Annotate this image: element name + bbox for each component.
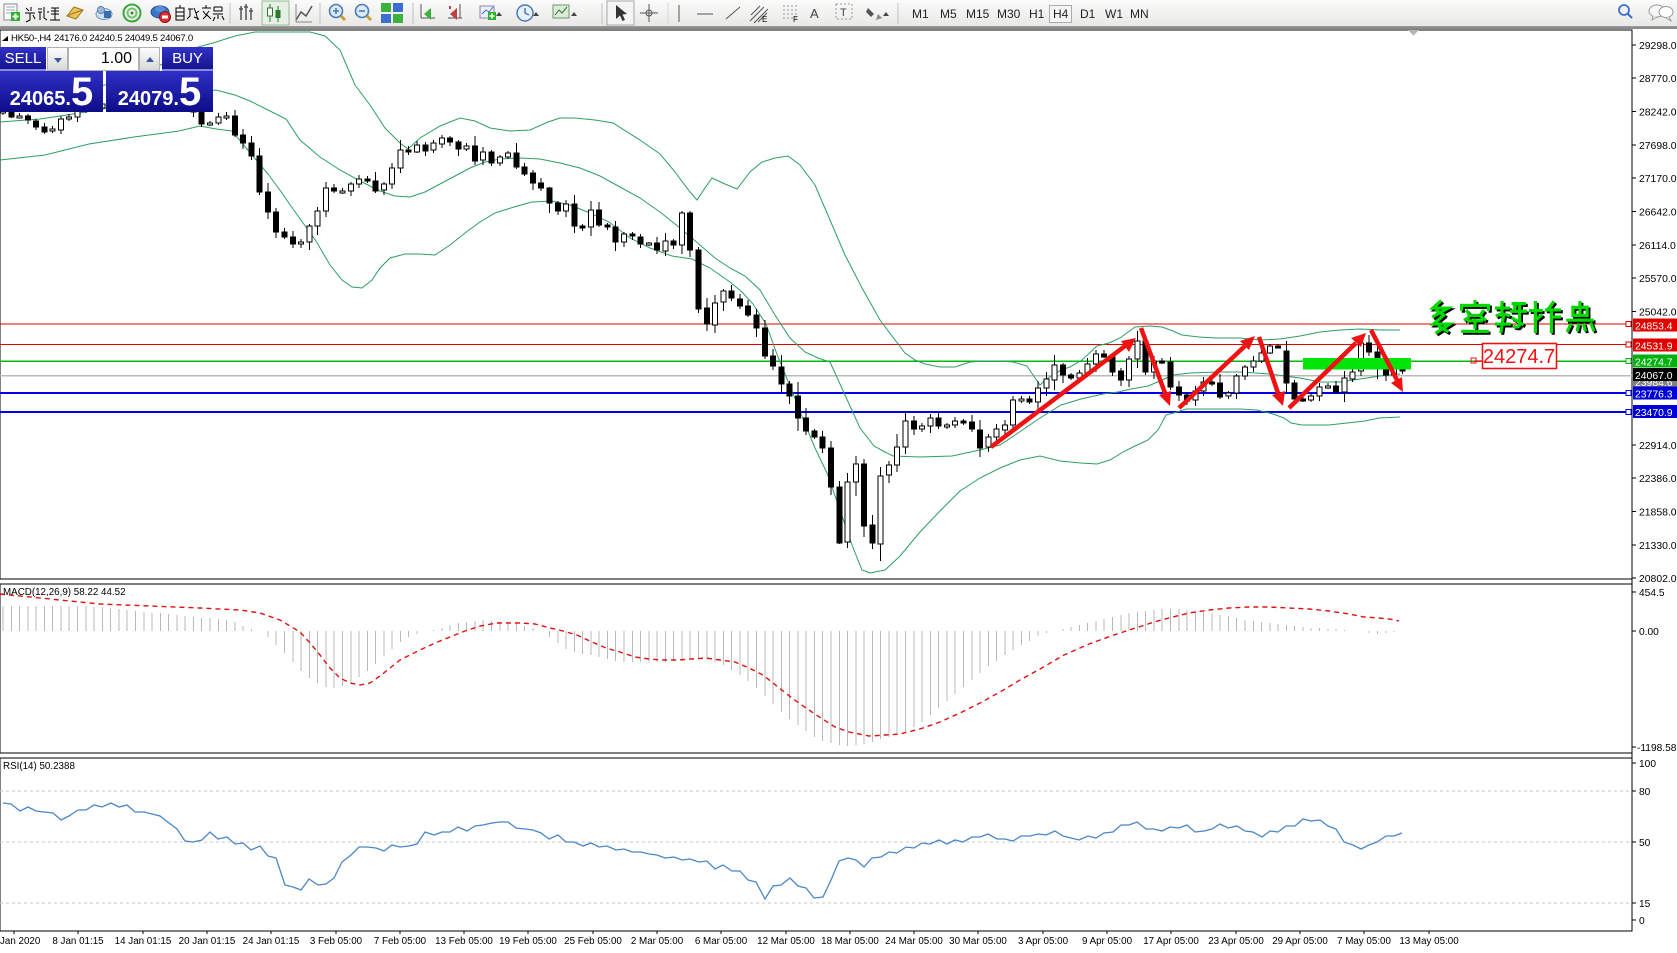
svg-text:24274.7: 24274.7	[1635, 358, 1673, 369]
svg-text:17 Apr 05:00: 17 Apr 05:00	[1143, 936, 1199, 947]
svg-text:20802.0: 20802.0	[1639, 574, 1677, 585]
svg-text:Jan 2020: Jan 2020	[0, 936, 41, 947]
svg-text:28242.0: 28242.0	[1639, 108, 1677, 119]
svg-text:22914.0: 22914.0	[1639, 441, 1677, 452]
svg-text:28770.0: 28770.0	[1639, 74, 1677, 85]
svg-text:30 Mar 05:00: 30 Mar 05:00	[949, 936, 1007, 947]
svg-text:E: E	[762, 15, 767, 24]
svg-text:0.00: 0.00	[1639, 627, 1659, 638]
svg-text:14 Jan 01:15: 14 Jan 01:15	[115, 936, 172, 947]
svg-text:-1198.58: -1198.58	[1637, 743, 1677, 754]
svg-text:8 Jan 01:15: 8 Jan 01:15	[52, 936, 104, 947]
svg-text:25570.0: 25570.0	[1639, 274, 1677, 285]
svg-text:19 Feb 05:00: 19 Feb 05:00	[499, 936, 557, 947]
svg-text:24067.0: 24067.0	[1635, 371, 1673, 382]
svg-text:24274.7: 24274.7	[1483, 346, 1555, 368]
svg-text:20 Jan 01:15: 20 Jan 01:15	[179, 936, 236, 947]
svg-text:23776.3: 23776.3	[1635, 390, 1673, 401]
svg-text:15: 15	[1639, 899, 1651, 910]
svg-text:21858.0: 21858.0	[1639, 508, 1677, 519]
svg-text:13 Feb 05:00: 13 Feb 05:00	[435, 936, 493, 947]
svg-text:24176.0 24240.5 24049.5 24067.: 24176.0 24240.5 24049.5 24067.0	[54, 33, 193, 44]
svg-text:27698.0: 27698.0	[1639, 141, 1677, 152]
svg-text:80: 80	[1639, 787, 1651, 798]
svg-text:50: 50	[1639, 838, 1651, 849]
svg-text:22386.0: 22386.0	[1639, 474, 1677, 485]
svg-text:26642.0: 26642.0	[1639, 208, 1677, 219]
svg-text:23 Apr 05:00: 23 Apr 05:00	[1208, 936, 1264, 947]
svg-text:29298.0: 29298.0	[1639, 41, 1677, 52]
svg-text:23984.6: 23984.6	[1635, 378, 1673, 389]
svg-text:RSI(14) 50.2388: RSI(14) 50.2388	[3, 761, 75, 772]
svg-text:12 Mar 05:00: 12 Mar 05:00	[757, 936, 815, 947]
svg-text:25 Feb 05:00: 25 Feb 05:00	[564, 936, 622, 947]
svg-text:7 May 05:00: 7 May 05:00	[1337, 936, 1391, 947]
svg-text:100: 100	[1639, 759, 1656, 770]
svg-text:MACD(12,26,9) 58.22 44.52: MACD(12,26,9) 58.22 44.52	[3, 587, 126, 598]
svg-text:23470.9: 23470.9	[1635, 408, 1673, 419]
svg-text:T: T	[840, 7, 847, 19]
svg-text:3 Apr 05:00: 3 Apr 05:00	[1018, 936, 1069, 947]
svg-text:24 Mar 05:00: 24 Mar 05:00	[885, 936, 943, 947]
svg-text:3 Feb 05:00: 3 Feb 05:00	[310, 936, 363, 947]
svg-text:HK50-,H4: HK50-,H4	[11, 33, 52, 44]
svg-text:24 Jan 01:15: 24 Jan 01:15	[243, 936, 300, 947]
svg-text:25042.0: 25042.0	[1639, 308, 1677, 319]
svg-text:24853.4: 24853.4	[1635, 322, 1673, 333]
svg-text:21330.0: 21330.0	[1639, 541, 1677, 552]
svg-text:18 Mar 05:00: 18 Mar 05:00	[821, 936, 879, 947]
svg-text:2 Mar 05:00: 2 Mar 05:00	[631, 936, 684, 947]
svg-text:26114.0: 26114.0	[1639, 241, 1676, 252]
svg-text:7 Feb 05:00: 7 Feb 05:00	[374, 936, 427, 947]
svg-text:29 Apr 05:00: 29 Apr 05:00	[1272, 936, 1328, 947]
svg-text:F: F	[793, 15, 798, 24]
svg-text:0: 0	[1639, 916, 1645, 927]
svg-text:A: A	[810, 6, 819, 21]
svg-text:6 Mar 05:00: 6 Mar 05:00	[695, 936, 748, 947]
svg-text:454.5: 454.5	[1639, 588, 1665, 599]
svg-text:27170.0: 27170.0	[1639, 174, 1677, 185]
svg-text:24531.9: 24531.9	[1635, 342, 1673, 353]
svg-text:9 Apr 05:00: 9 Apr 05:00	[1082, 936, 1133, 947]
svg-text:13 May 05:00: 13 May 05:00	[1399, 936, 1459, 947]
